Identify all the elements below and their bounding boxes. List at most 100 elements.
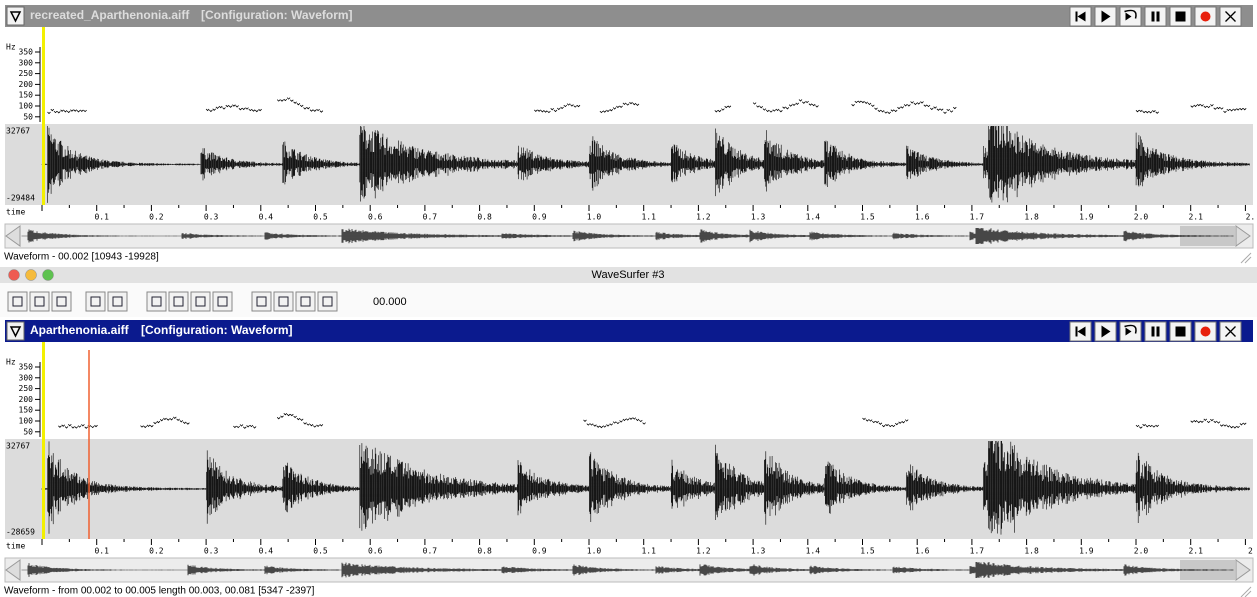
overview-thumb[interactable] — [1180, 226, 1235, 246]
transport-close-button[interactable] — [1219, 6, 1242, 27]
pitch-contour — [47, 97, 1247, 115]
transport-stop-button[interactable] — [1169, 321, 1192, 342]
toolbar-button[interactable] — [168, 291, 189, 312]
time-tick-label: 0.7 — [423, 213, 438, 222]
pitch-tick-label: 350 — [19, 48, 34, 57]
time-tick-label: 0.9 — [532, 213, 547, 222]
transport-play-button[interactable] — [1094, 321, 1117, 342]
toolbar-button[interactable] — [317, 291, 338, 312]
icon — [1075, 11, 1078, 22]
pitch-tick-label: 350 — [19, 363, 34, 372]
amplitude-max: 32767 — [6, 442, 30, 451]
time-tick-label: 1.6 — [915, 547, 930, 556]
pitch-tick-label: 100 — [19, 102, 34, 111]
time-tick-label: 1.0 — [587, 547, 602, 556]
pitch-panel — [5, 342, 1253, 437]
icon — [1225, 326, 1236, 337]
button-icon — [151, 296, 162, 307]
time-axis-label: time — [6, 542, 25, 551]
icon — [1175, 11, 1186, 22]
button-face — [317, 291, 338, 312]
scroll-left-arrow[interactable] — [5, 559, 21, 581]
time-tick-label: 2.1 — [1188, 547, 1203, 556]
time-tick-label: 2. — [1246, 213, 1256, 222]
amplitude-max: 32767 — [6, 127, 30, 136]
transport-pause-button[interactable] — [1144, 6, 1167, 27]
window-control[interactable] — [25, 269, 37, 281]
toolbar-button[interactable] — [273, 291, 294, 312]
time-tick-label: 2.0 — [1134, 213, 1149, 222]
transport-skip-button[interactable] — [1069, 321, 1092, 342]
pitch-tick-label: 250 — [19, 69, 34, 78]
icon — [1124, 9, 1137, 19]
button-icon — [322, 296, 333, 307]
pitch-tick-label: 50 — [23, 112, 33, 121]
button-icon — [34, 296, 45, 307]
time-tick-label: 1.7 — [970, 213, 985, 222]
toolbar-button[interactable] — [7, 291, 28, 312]
window-control[interactable] — [8, 269, 20, 281]
button-face — [273, 291, 294, 312]
status-line: Waveform - 00.002 [10943 -19928] — [4, 252, 159, 263]
scroll-right-arrow[interactable] — [1235, 559, 1251, 581]
window-title: WaveSurfer #3 — [592, 269, 665, 281]
transport-stop-button[interactable] — [1169, 6, 1192, 27]
button-face — [168, 291, 189, 312]
scroll-right-arrow[interactable] — [1235, 225, 1251, 247]
resize-grip — [1240, 252, 1252, 264]
pane-configuration: [Configuration: Waveform] — [141, 323, 293, 337]
overview-thumb[interactable] — [1180, 560, 1235, 580]
time-tick-label: 1.3 — [751, 213, 766, 222]
time-tick-label: 0.8 — [477, 213, 492, 222]
transport-pause-button[interactable] — [1144, 321, 1167, 342]
time-tick-label: 2.1 — [1188, 213, 1203, 222]
time-tick-label: 0.6 — [368, 547, 383, 556]
cursor-marker — [42, 342, 45, 539]
transport-rec-button[interactable] — [1194, 321, 1217, 342]
button-face — [251, 291, 272, 312]
button-icon — [173, 296, 184, 307]
transport-skip-button[interactable] — [1069, 6, 1092, 27]
pitch-tick-label: 100 — [19, 417, 34, 426]
toolbar-button[interactable] — [251, 291, 272, 312]
toolbar-button[interactable] — [29, 291, 50, 312]
button-face — [190, 291, 211, 312]
time-tick-label: 1.0 — [587, 213, 602, 222]
toolbar-button[interactable] — [190, 291, 211, 312]
button-face — [7, 291, 28, 312]
button-icon — [300, 296, 311, 307]
pitch-tick-label: 150 — [19, 406, 34, 415]
time-tick-label: 0.3 — [204, 213, 219, 222]
window-control[interactable] — [42, 269, 54, 281]
resize-grip — [1240, 586, 1252, 597]
time-tick-label: 1.4 — [806, 547, 821, 556]
button-icon — [90, 296, 101, 307]
toolbar-button[interactable] — [212, 291, 233, 312]
button-icon — [56, 296, 67, 307]
toolbar-button[interactable] — [51, 291, 72, 312]
pitch-contour — [58, 413, 1247, 429]
toolbar-button[interactable] — [146, 291, 167, 312]
icon — [1125, 327, 1132, 336]
pane-configuration: [Configuration: Waveform] — [201, 8, 353, 22]
transport-rec-button[interactable] — [1194, 6, 1217, 27]
transport-loop-button[interactable] — [1119, 321, 1142, 342]
pitch-tick-label: 50 — [23, 427, 33, 436]
time-tick-label: 0.6 — [368, 213, 383, 222]
button-face — [146, 291, 167, 312]
toolbar-button[interactable] — [295, 291, 316, 312]
pitch-tick-label: 300 — [19, 58, 34, 67]
toolbar — [0, 283, 1257, 317]
toolbar-button[interactable] — [107, 291, 128, 312]
transport-play-button[interactable] — [1094, 6, 1117, 27]
status-line: Waveform - from 00.002 to 00.005 length … — [4, 586, 315, 597]
time-tick-label: 1.9 — [1079, 547, 1094, 556]
time-tick-label: 1.2 — [696, 547, 711, 556]
icon — [1101, 10, 1111, 23]
transport-close-button[interactable] — [1219, 321, 1242, 342]
toolbar-button[interactable] — [85, 291, 106, 312]
transport-loop-button[interactable] — [1119, 6, 1142, 27]
time-tick-label: 2.0 — [1134, 547, 1149, 556]
scroll-left-arrow[interactable] — [5, 225, 21, 247]
